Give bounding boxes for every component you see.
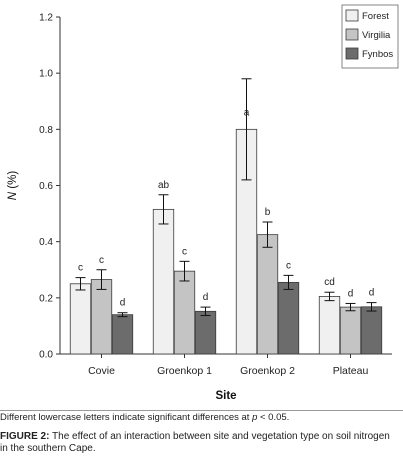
significance-letter: c [182,246,187,257]
chart-container: 0.0 0.2 0.4 0.6 0.8 1.0 1.2 Covie Groenkop 1 Gro… [0,4,403,411]
legend-label: Fynbos [362,49,393,60]
y-tick-label: 1.2 [39,13,53,24]
x-tick-label: Plateau [333,365,369,377]
caption-text: The effect of an interaction between sit… [0,431,390,454]
y-tick-label: 0.6 [39,181,53,192]
significance-letter: c [78,263,83,274]
significance-letter: ab [158,180,170,191]
bar [339,306,362,355]
x-tick-label: Groenkop 2 [240,365,295,377]
y-axis: 0.0 0.2 0.4 0.6 0.8 1.0 1.2 [39,13,61,361]
footnote: Different lowercase letters indicate sig… [0,412,403,423]
bar [152,208,175,355]
footnote-text-after: < 0.05. [257,412,290,423]
y-tick-label: 0.2 [39,293,53,304]
y-tick-label: 0.0 [39,350,53,361]
y-axis-title-unit: (%) [7,171,19,192]
legend-label: Forest [362,11,389,22]
bar [173,270,196,355]
legend-swatch [345,28,359,41]
significance-letter: a [244,107,250,118]
bar [69,283,92,355]
y-tick-label: 0.8 [39,125,53,136]
bar [360,306,383,355]
bar [194,310,217,355]
legend: Forest Virgilia Fynbos [341,4,399,69]
legend-swatch [345,47,359,60]
footnote-text-before: Different lowercase letters indicate sig… [0,412,253,423]
bar [90,279,113,355]
x-tick-label: Covie [88,365,115,377]
significance-letter: d [120,298,126,309]
figure-caption: FIGURE 2: The effect of an interaction b… [0,431,400,455]
footnote-p: p [252,412,258,423]
significance-letter: cd [324,277,335,288]
bar [111,314,134,355]
y-axis-title-italic: N [7,191,19,200]
significance-letter: c [99,255,104,266]
x-axis-title: Site [215,390,236,402]
bar [277,281,300,355]
significance-letter: d [348,288,354,299]
y-axis-title: N (%) [7,171,19,201]
x-tick-label: Groenkop 1 [157,365,212,377]
y-tick-label: 1.0 [39,69,53,80]
caption-label: FIGURE 2: [0,431,50,442]
legend-swatch [345,9,359,22]
significance-letter: d [369,288,375,299]
significance-letter: c [286,260,291,271]
bar [318,296,341,355]
significance-letter: d [203,292,209,303]
bar [256,234,279,355]
x-axis: Covie Groenkop 1 Groenkop 2 Plateau [60,353,392,377]
bar-chart: 0.0 0.2 0.4 0.6 0.8 1.0 1.2 Covie Groenkop 1 Gro… [7,4,399,402]
y-tick-label: 0.4 [39,237,53,248]
legend-label: Virgilia [362,30,391,41]
significance-letter: b [265,207,271,218]
